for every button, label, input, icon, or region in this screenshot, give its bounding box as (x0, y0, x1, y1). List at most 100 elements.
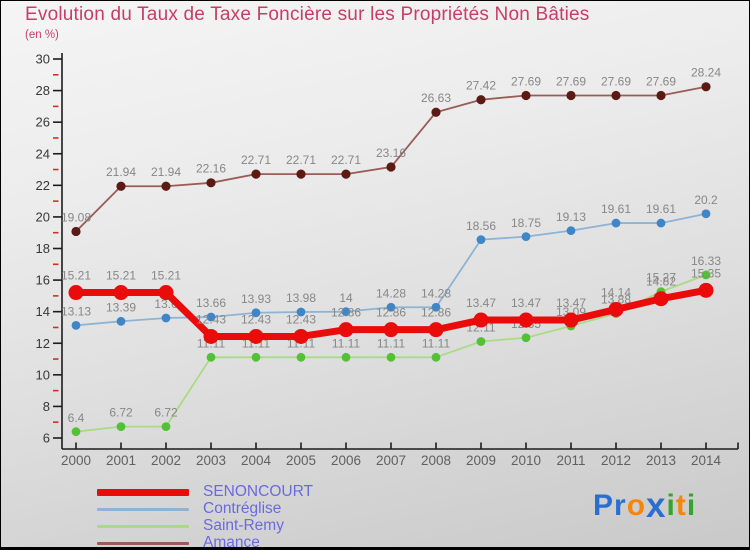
data-label: 6.72 (109, 406, 133, 420)
data-point (521, 333, 531, 343)
legend-item-amance: Amance (97, 534, 313, 550)
data-label: 22.71 (331, 153, 361, 167)
data-label: 14.14 (601, 285, 631, 299)
data-point (113, 285, 129, 301)
x-tick-label: 2011 (556, 453, 585, 468)
data-label: 6.72 (154, 406, 178, 420)
data-point (203, 328, 219, 344)
data-label: 11.11 (377, 336, 406, 350)
data-label: 12.86 (331, 306, 361, 320)
y-tick-label: 14 (36, 304, 50, 319)
data-label: 18.75 (511, 216, 541, 230)
legend-swatch-senoncourt (97, 488, 189, 496)
data-point (383, 322, 399, 338)
data-label: 14.82 (646, 275, 676, 289)
data-label: 15.27 (646, 271, 676, 285)
data-point (116, 422, 126, 432)
legend-item-senoncourt: SENONCOURT (97, 484, 313, 499)
data-point (251, 169, 261, 179)
chart-title: Evolution du Taux de Taxe Foncière sur l… (25, 4, 590, 25)
data-point (296, 352, 306, 362)
data-label: 22.71 (286, 153, 316, 167)
data-point (71, 321, 81, 330)
y-tick-label: 12 (36, 336, 50, 351)
data-point (611, 90, 621, 101)
data-point (386, 352, 396, 362)
data-label: 22.71 (241, 153, 271, 167)
data-label: 12.86 (376, 306, 406, 320)
data-point (251, 352, 261, 362)
data-label: 28.24 (691, 66, 721, 80)
data-label: 15.35 (691, 266, 721, 280)
data-label: 13.47 (556, 296, 586, 310)
series-saint-remy: 6.46.726.7211.1111.1111.1111.1111.1111.1… (68, 254, 721, 437)
data-point (431, 107, 441, 117)
data-point (521, 90, 531, 101)
data-label: 21.94 (106, 165, 136, 179)
data-label: 22.16 (196, 162, 226, 176)
x-tick-label: 2004 (241, 453, 272, 468)
data-point (431, 352, 441, 362)
data-point (341, 307, 351, 317)
data-point (386, 302, 396, 312)
data-point (473, 312, 489, 328)
data-point (476, 337, 486, 346)
data-point (656, 90, 666, 101)
y-tick-label: 8 (43, 399, 50, 414)
data-point (71, 427, 81, 437)
data-label: 14 (339, 291, 353, 305)
data-point (608, 301, 624, 317)
x-tick-label: 2012 (601, 453, 631, 468)
data-label: 18.56 (466, 219, 496, 233)
legend-label: Contréglise (203, 500, 282, 517)
data-point (521, 232, 531, 242)
legend-swatch-amance (97, 541, 189, 545)
data-point (338, 322, 354, 338)
legend-item-contr-glise: Contréglise (97, 500, 313, 517)
logo-letter: t (675, 489, 687, 522)
logo-letter: o (626, 489, 647, 522)
data-point (68, 285, 84, 301)
data-point (71, 226, 81, 237)
series-amance: 19.08 21.94 21.94 22.16 22.71 22.71 22.71 23.16… (61, 66, 721, 237)
data-point (653, 291, 669, 307)
data-label: 13.47 (466, 296, 496, 310)
data-point (701, 270, 711, 280)
data-label: 13.13 (61, 305, 91, 319)
data-label: 12.43 (196, 312, 226, 326)
data-label: 12.43 (286, 312, 316, 326)
x-tick-label: 2001 (106, 453, 136, 468)
line-chart-canvas: 6 8 10 12 14 16 18 20 22 24 26 28 30 2000 2001 2002 2003… (36, 52, 739, 468)
data-label: 13.66 (196, 296, 226, 310)
chart-legend: SENONCOURT Contréglise Saint-Remy Amance (97, 484, 313, 550)
data-label: 13.39 (106, 300, 136, 314)
data-label: 19.13 (556, 210, 586, 224)
data-label: 11.11 (332, 336, 361, 350)
data-point (206, 352, 216, 362)
data-point (428, 322, 444, 338)
data-label: 27.69 (556, 74, 586, 88)
legend-label: Amance (203, 534, 260, 550)
data-label: 14.28 (421, 286, 451, 300)
data-point (563, 312, 579, 328)
data-point (293, 328, 309, 344)
logo-letter: r (614, 489, 627, 522)
y-tick-label: 24 (36, 146, 50, 161)
series-senoncourt: 15.21 15.21 15.21 12.43 12.43 12.43 12.86 12.86… (61, 266, 721, 344)
y-tick-label: 20 (36, 209, 50, 224)
data-label: 19.61 (646, 202, 676, 216)
y-tick-label: 6 (43, 431, 50, 446)
data-label: 27.69 (601, 74, 631, 88)
data-label: 27.42 (466, 79, 496, 93)
data-label: 27.69 (511, 74, 541, 88)
series-contr-glise: 13.13 13.39 13.6 13.66 13.93 13.98 14 14.28 14.2… (61, 193, 718, 330)
data-point (518, 312, 534, 328)
x-tick-label: 2007 (376, 453, 406, 468)
data-point (161, 181, 171, 191)
data-label: 15.21 (151, 269, 181, 283)
data-point (341, 352, 351, 362)
data-point (296, 307, 306, 317)
data-point (116, 181, 126, 191)
data-label: 21.94 (151, 165, 181, 179)
x-tick-label: 2008 (421, 453, 451, 468)
